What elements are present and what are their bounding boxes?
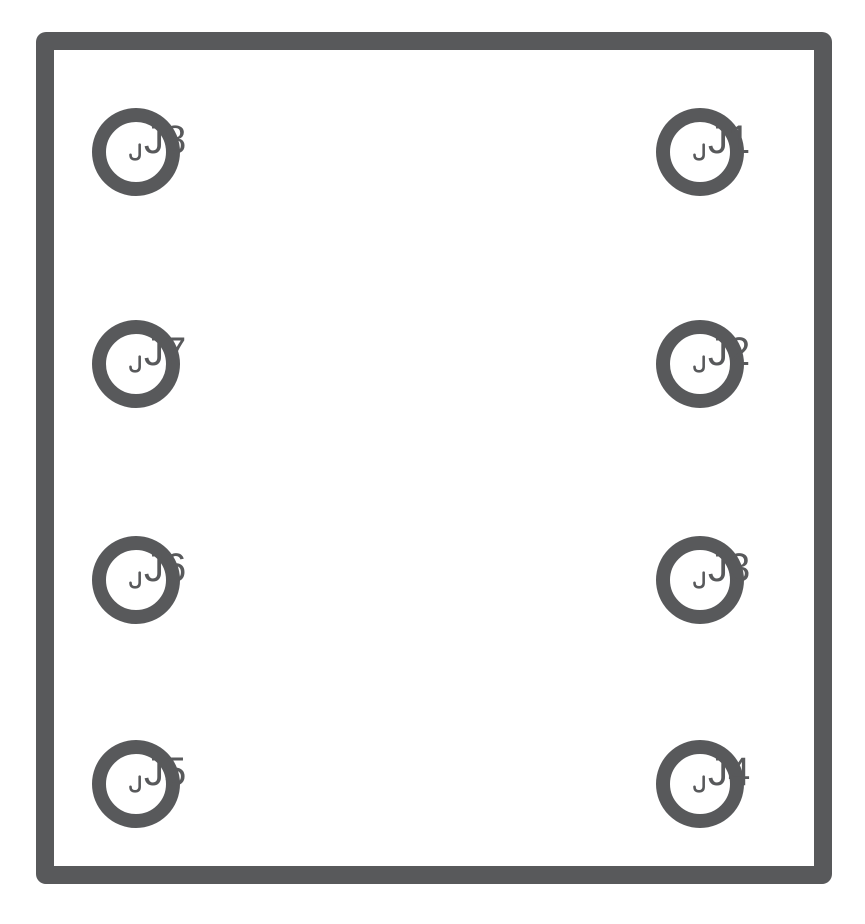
pin-j8: [92, 108, 180, 196]
pin-j5: [92, 740, 180, 828]
pin-j3: [656, 536, 744, 624]
pin-j7: [92, 320, 180, 408]
pin-j2: [656, 320, 744, 408]
footprint-diagram: J1J2J3J4J5J6J7J8: [0, 0, 865, 924]
pin-j4: [656, 740, 744, 828]
pin-j6: [92, 536, 180, 624]
pin-j1: [656, 108, 744, 196]
